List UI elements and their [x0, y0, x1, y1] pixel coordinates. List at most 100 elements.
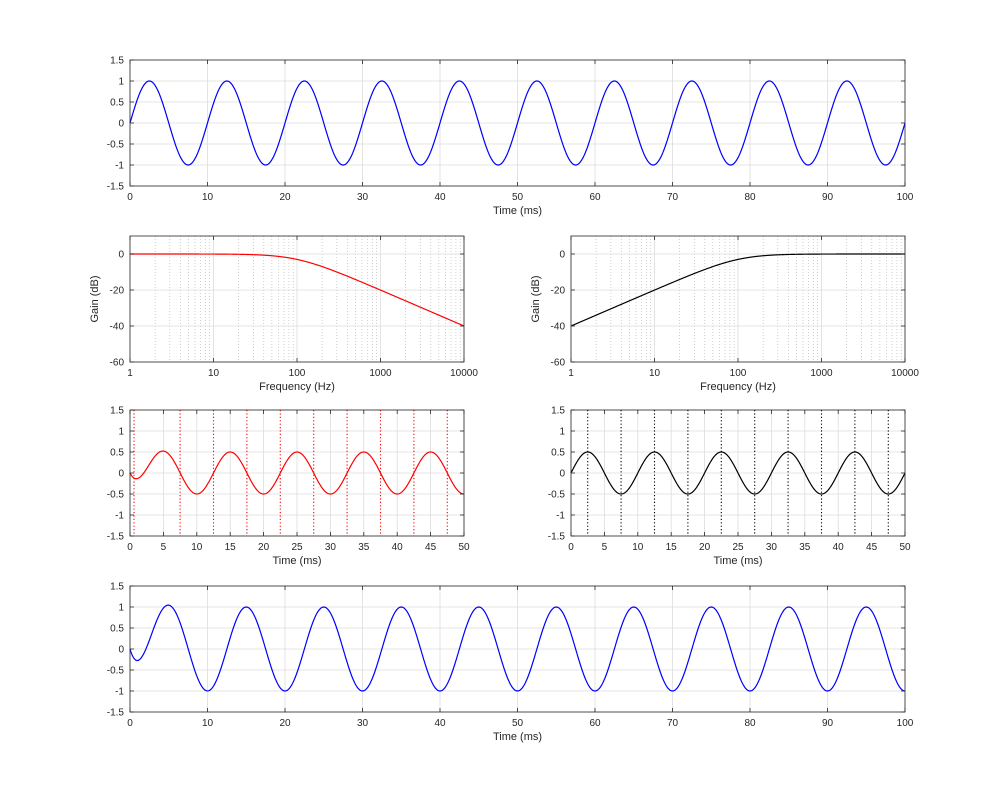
y-tick-label: 0	[118, 469, 124, 480]
y-tick-label: -40	[110, 322, 125, 333]
x-tick-label: 15	[225, 542, 237, 553]
x-tick-label: 60	[589, 718, 601, 729]
x-tick-label: 30	[357, 718, 369, 729]
x-tick-label: 20	[279, 718, 291, 729]
axes-bottom: 0 10 20 30 40 50 60 70 80 90 100 -1.5 -1 -0.5 0 0.5 1 1.5…	[107, 582, 914, 744]
x-tick-label: 30	[325, 542, 337, 553]
x-tick-label: 40	[434, 192, 446, 203]
x-tick-label: 10000	[891, 368, 919, 379]
y-tick-label: 1	[118, 603, 124, 614]
x-tick-label: 40	[392, 542, 404, 553]
x-tick-label: 50	[899, 542, 911, 553]
x-tick-label: 25	[291, 542, 303, 553]
y-tick-label: -1	[115, 161, 124, 172]
x-tick-label: 40	[434, 718, 446, 729]
x-tick-label: 10	[202, 192, 214, 203]
y-tick-label: 0.5	[551, 448, 565, 459]
y-tick-label: 0	[559, 469, 565, 480]
y-tick-label: -60	[551, 358, 566, 369]
y-tick-label: -1	[556, 511, 565, 522]
x-axis-label: Frequency (Hz)	[259, 381, 335, 393]
axes-top: 0 10 20 30 40 50 60 70 80 90 100 -1.5 -1 -0.5 0 0.5 1 1.5…	[107, 56, 914, 218]
x-tick-label: 35	[358, 542, 370, 553]
x-tick-label: 10	[632, 542, 644, 553]
y-tick-label: -0.5	[107, 140, 125, 151]
y-tick-label: -1	[115, 687, 124, 698]
y-tick-label: 1.5	[110, 406, 124, 417]
y-tick-label: 1	[118, 427, 124, 438]
x-tick-label: 30	[357, 192, 369, 203]
series-line	[570, 451, 906, 495]
y-tick-label: 0	[118, 250, 124, 261]
x-tick-label: 90	[822, 718, 834, 729]
x-tick-label: 100	[289, 368, 306, 379]
x-axis-label: Time (ms)	[713, 555, 762, 567]
y-tick-label: -0.5	[107, 666, 125, 677]
y-tick-label: -20	[110, 286, 125, 297]
x-axis-label: Time (ms)	[493, 731, 542, 743]
x-tick-label: 80	[744, 718, 756, 729]
y-tick-label: 1.5	[551, 406, 565, 417]
series-line	[129, 604, 906, 692]
x-tick-label: 10	[202, 718, 214, 729]
axes-highpass: 1 10 100 1000 10000 0 -20 -40 -60 Frequency (Hz) G…	[530, 235, 919, 393]
y-tick-label: 0	[559, 250, 565, 261]
x-tick-label: 1	[127, 368, 133, 379]
x-tick-label: 20	[258, 542, 270, 553]
x-tick-label: 50	[512, 718, 524, 729]
axes-highpass-output: 0 5 10 15 20 25 30 35 40 45 50 -1.5 -1 -0.5 0 0.5 1 1.5 Ti…	[548, 406, 911, 568]
x-tick-label: 1000	[810, 368, 833, 379]
x-tick-label: 60	[589, 192, 601, 203]
x-tick-label: 70	[667, 718, 679, 729]
y-tick-label: -0.5	[548, 490, 566, 501]
x-tick-label: 45	[866, 542, 878, 553]
x-tick-label: 10	[649, 368, 661, 379]
x-tick-label: 50	[512, 192, 524, 203]
x-tick-label: 50	[458, 542, 470, 553]
x-tick-label: 10	[191, 542, 203, 553]
x-tick-label: 5	[602, 542, 608, 553]
series-line	[570, 253, 905, 327]
x-tick-label: 1	[568, 368, 574, 379]
x-axis-label: Time (ms)	[493, 205, 542, 217]
y-tick-label: -40	[551, 322, 566, 333]
y-tick-label: 1	[559, 427, 565, 438]
y-tick-label: -60	[110, 358, 125, 369]
x-tick-label: 0	[568, 542, 574, 553]
series-line	[129, 450, 465, 495]
x-tick-label: 1000	[369, 368, 392, 379]
series-line	[130, 253, 465, 327]
x-tick-label: 0	[127, 718, 133, 729]
x-tick-label: 100	[730, 368, 747, 379]
x-tick-label: 70	[667, 192, 679, 203]
x-axis-label: Frequency (Hz)	[700, 381, 776, 393]
x-tick-label: 10	[208, 368, 220, 379]
y-tick-label: 1.5	[110, 56, 124, 67]
y-tick-label: 0.5	[110, 448, 124, 459]
axes-lowpass-output: 0 5 10 15 20 25 30 35 40 45 50 -1.5 -1 -0.5 0 0.5 1 1.5 Ti…	[107, 406, 470, 568]
x-tick-label: 5	[161, 542, 167, 553]
x-tick-label: 35	[799, 542, 811, 553]
x-tick-label: 25	[732, 542, 744, 553]
y-tick-label: -20	[551, 286, 566, 297]
series-line	[129, 80, 906, 166]
x-axis-label: Time (ms)	[272, 555, 321, 567]
x-tick-label: 0	[127, 192, 133, 203]
y-tick-label: -1.5	[107, 532, 125, 543]
x-tick-label: 20	[279, 192, 291, 203]
x-tick-label: 80	[744, 192, 756, 203]
y-tick-label: -1.5	[107, 708, 125, 719]
y-tick-label: 0.5	[110, 624, 124, 635]
y-tick-label: 0.5	[110, 98, 124, 109]
x-tick-label: 20	[699, 542, 711, 553]
y-axis-label: Gain (dB)	[89, 275, 101, 322]
x-tick-label: 40	[833, 542, 845, 553]
y-tick-label: 0	[118, 645, 124, 656]
x-tick-label: 0	[127, 542, 133, 553]
x-tick-label: 30	[766, 542, 778, 553]
y-tick-label: -1.5	[548, 532, 566, 543]
y-tick-label: 1.5	[110, 582, 124, 593]
y-tick-label: 0	[118, 119, 124, 130]
y-axis-label: Gain (dB)	[530, 275, 542, 322]
